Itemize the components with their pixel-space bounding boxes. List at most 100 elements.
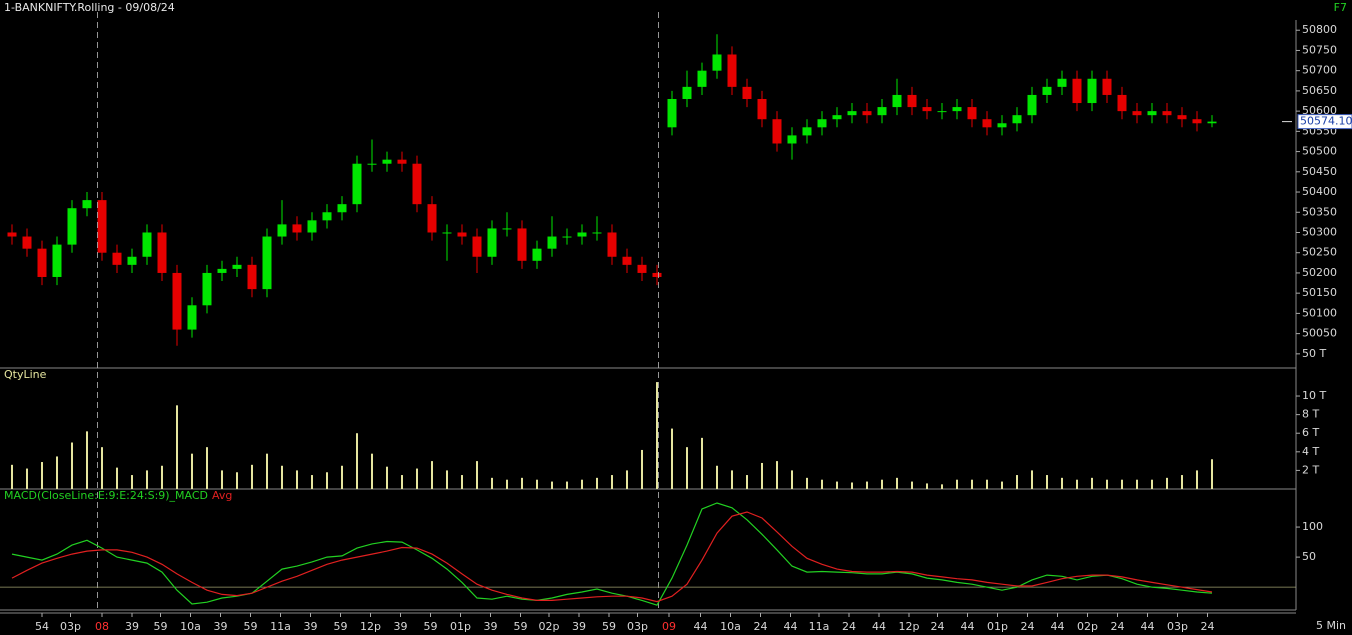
x-tick-label: 12p (899, 620, 920, 633)
x-tick-label: 02p (1077, 620, 1098, 633)
candle-body (712, 54, 722, 71)
candle-body (802, 127, 812, 136)
y-tick-label: 50400 (1302, 185, 1337, 198)
y-tick-label: 50 (1302, 550, 1316, 563)
candle-body (1147, 111, 1157, 116)
volume-bar (761, 462, 763, 489)
y-tick-label: 50300 (1302, 225, 1337, 238)
volume-bar (206, 447, 208, 489)
candle-body (397, 159, 407, 164)
candle-body (1102, 78, 1112, 95)
candle-body (637, 264, 647, 273)
volume-bar (341, 465, 343, 489)
x-tick-label: 12p (360, 620, 381, 633)
x-tick-label: 39 (125, 620, 139, 633)
candle-body (217, 268, 227, 273)
candle-body (187, 305, 197, 330)
x-tick-label: 03p (1167, 620, 1188, 633)
candle-body (412, 163, 422, 205)
volume-bar (1106, 479, 1108, 489)
x-tick-label: 44 (872, 620, 886, 633)
candle-body (247, 264, 257, 290)
candle-body (352, 163, 362, 205)
volume-bar (866, 481, 868, 489)
candle-body (517, 228, 527, 261)
candle-body (487, 228, 497, 257)
x-tick-label: 39 (304, 620, 318, 633)
volume-bar (476, 461, 478, 489)
volume-bar (896, 477, 898, 489)
volume-bar (1181, 475, 1183, 489)
candle-body (277, 224, 287, 237)
y-tick-label: 100 (1302, 520, 1323, 533)
volume-bar (506, 479, 508, 489)
candle-body (1162, 111, 1172, 116)
candle-body (1027, 94, 1037, 116)
volume-bar (566, 481, 568, 489)
y-tick-label: 50 T (1302, 347, 1326, 360)
volume-bar (416, 468, 418, 489)
volume-bar (626, 470, 628, 489)
x-tick-label: 44 (1141, 620, 1155, 633)
volume-bar (266, 453, 268, 489)
y-tick-label: 50450 (1302, 165, 1337, 178)
macd-line (11, 511, 1213, 603)
y-tick-label: 10 T (1302, 389, 1326, 402)
candle-body (877, 107, 887, 116)
volume-bar (371, 453, 373, 489)
shortcut: F7 (1334, 1, 1347, 14)
y-tick-label: 50350 (1302, 205, 1337, 218)
volume-bar (641, 449, 643, 489)
candle-body (817, 119, 827, 128)
candle-body (232, 264, 242, 269)
volume-bar (656, 382, 658, 489)
candle-body (127, 256, 137, 265)
volume-bar (431, 461, 433, 489)
candle-body (697, 70, 707, 87)
candle-body (22, 236, 32, 249)
candle-body (682, 86, 692, 99)
candle-body (997, 123, 1007, 128)
y-tick-label: 50700 (1302, 64, 1337, 77)
volume-bar (941, 484, 943, 489)
candle-body (967, 107, 977, 120)
candle-body (307, 220, 317, 233)
y-tick-label: 50750 (1302, 43, 1337, 56)
candle-body (457, 232, 467, 237)
candle-body (622, 256, 632, 265)
volume-bar (1136, 479, 1138, 489)
volume-bar (1031, 470, 1033, 489)
volume-bar (251, 464, 253, 489)
volume-bar (596, 477, 598, 489)
x-tick-label: 03p (60, 620, 81, 633)
candle-body (772, 119, 782, 144)
y-tick-label: 50200 (1302, 266, 1337, 279)
volume-bar (41, 462, 43, 489)
volume-bar (1151, 479, 1153, 489)
x-tick-label: 54 (35, 620, 49, 633)
volume-bar (146, 470, 148, 489)
candle-body (97, 200, 107, 253)
x-tick-label: 39 (484, 620, 498, 633)
candle-body (532, 248, 542, 261)
candle-body (847, 111, 857, 116)
volume-bar (101, 447, 103, 489)
candle-body (1117, 94, 1127, 112)
candle-body (1087, 78, 1097, 104)
x-tick-label: 44 (784, 620, 798, 633)
candle-body (607, 232, 617, 257)
x-tick-label: 59 (602, 620, 616, 633)
candle-body (82, 200, 92, 209)
volume-bar (956, 479, 958, 489)
volume-bar (131, 475, 133, 489)
candle-body (1177, 115, 1187, 120)
candle-body (547, 236, 557, 249)
volume-bar (926, 483, 928, 489)
volume-bar (791, 470, 793, 489)
y-tick-label: 50650 (1302, 84, 1337, 97)
chart-title: 1-BANKNIFTY.Rolling - 09/08/24 (4, 1, 175, 14)
x-tick-label: 11a (270, 620, 291, 633)
candle-body (202, 272, 212, 306)
candle-body (667, 98, 677, 128)
